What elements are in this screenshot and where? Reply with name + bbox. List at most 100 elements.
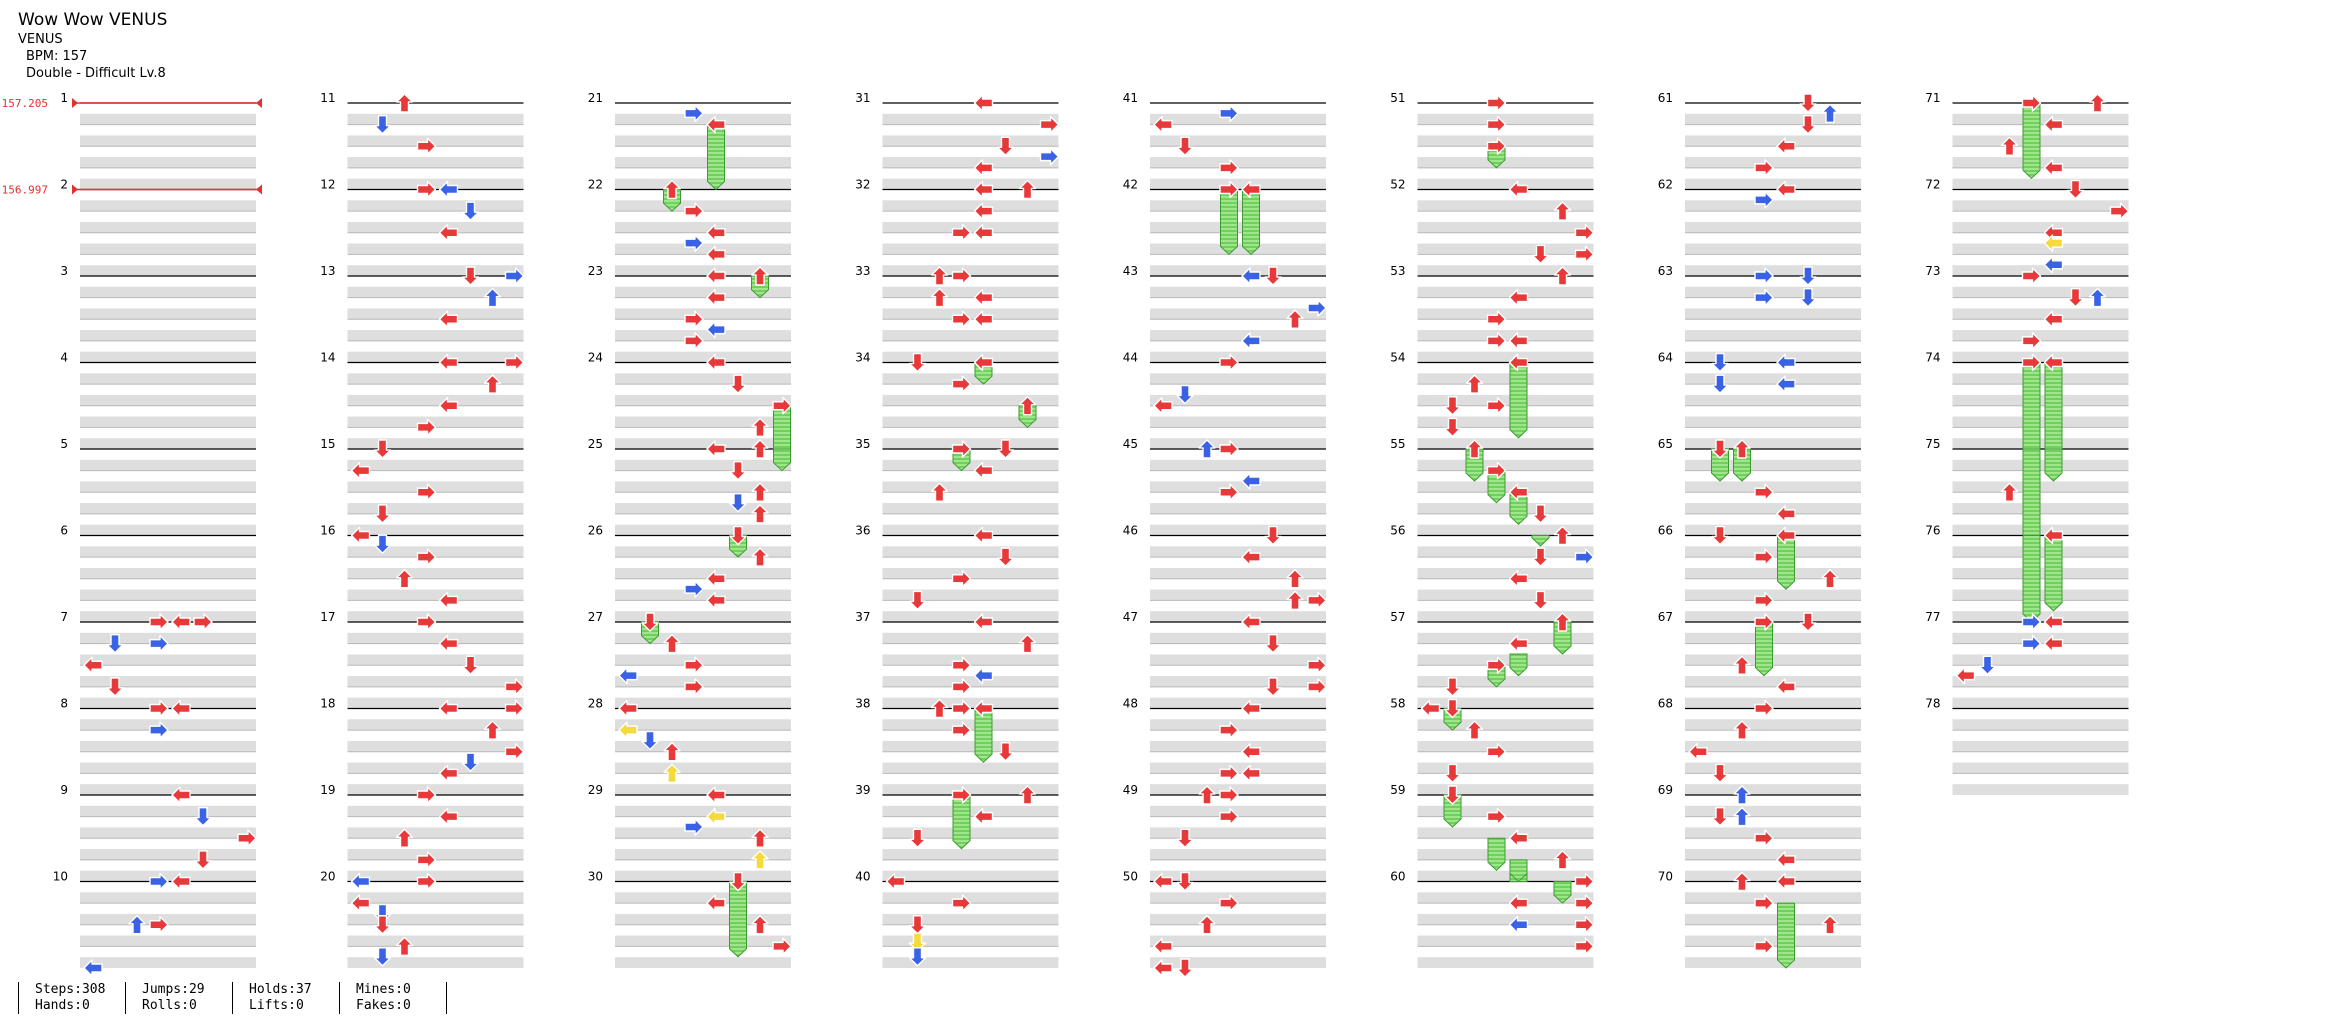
beat-band (1417, 892, 1594, 904)
beat-band (1150, 286, 1326, 298)
beat-band (882, 567, 1059, 579)
arrow-left-icon (973, 807, 994, 826)
measure-number: 11 (320, 91, 335, 105)
arrow-up-icon (930, 482, 949, 502)
arrow-right-icon (2021, 634, 2042, 653)
arrow-left-icon (706, 267, 726, 285)
arrow-right-icon (1219, 353, 1239, 372)
measure-number: 55 (1390, 437, 1405, 451)
arrow-left-icon (1776, 353, 1796, 372)
hold-note (2044, 362, 2063, 482)
beat-band (882, 373, 1059, 385)
measure-29: 29 (588, 783, 791, 882)
beat-band (347, 697, 524, 709)
measure-number: 36 (855, 524, 870, 538)
beat-band (1417, 135, 1594, 147)
song-title: Wow Wow VENUS (18, 10, 168, 30)
arrow-up-icon (128, 915, 146, 935)
steps-count: Steps:308 (35, 982, 106, 997)
beat-band (1417, 438, 1594, 449)
measure-number: 64 (1658, 351, 1673, 365)
measure-number: 54 (1390, 351, 1405, 365)
beat-band (80, 805, 256, 817)
arrow-right-icon (951, 786, 972, 804)
beat-band (882, 351, 1059, 363)
arrow-right-icon (951, 570, 972, 588)
arrow-down-icon (729, 492, 747, 513)
arrow-right-icon (1754, 699, 1774, 718)
arrow-right-icon (1486, 656, 1507, 674)
beat-band (1150, 567, 1326, 579)
arrow-left-icon (1776, 851, 1796, 869)
beat-band (347, 330, 524, 341)
arrow-down-icon (1176, 384, 1194, 405)
beat-band (347, 784, 524, 795)
beat-band (1417, 221, 1594, 233)
beat-band (1417, 654, 1594, 666)
arrow-up-icon (483, 287, 502, 308)
beat-band (1417, 330, 1594, 341)
measure-number: 6 (60, 524, 68, 538)
beat-band (347, 481, 524, 493)
beat-band (882, 394, 1059, 406)
arrow-right-icon (684, 818, 704, 836)
arrow-down-icon (373, 534, 392, 554)
bpm-value: 156.997 (2, 184, 48, 197)
beat-band (615, 935, 791, 947)
measure-15: 15 (320, 437, 524, 536)
beat-band (347, 827, 524, 839)
arrow-left-icon (973, 288, 994, 307)
arrow-up-icon (1286, 569, 1304, 589)
hold-note (1487, 470, 1506, 504)
arrow-right-icon (772, 937, 792, 956)
arrow-left-icon (973, 613, 994, 631)
arrow-down-icon (106, 677, 124, 697)
measure-number: 40 (855, 870, 870, 884)
measure-26: 26 (588, 524, 791, 622)
beat-band (615, 416, 791, 428)
beat-band (1685, 135, 1861, 147)
beat-band (1417, 459, 1594, 471)
arrow-left-icon (2043, 310, 2064, 328)
arrow-left-icon (1776, 137, 1796, 155)
arrow-left-icon (83, 656, 103, 674)
arrow-right-icon (149, 699, 169, 718)
beat-band (347, 654, 524, 666)
arrow-right-icon (951, 678, 972, 696)
beat-band (1685, 351, 1861, 363)
beat-band (80, 913, 256, 925)
measure-4: 4 (60, 351, 256, 449)
beat-band (347, 762, 524, 774)
measure-number: 49 (1123, 783, 1138, 797)
beat-band (1150, 827, 1326, 839)
beat-band (1150, 611, 1326, 622)
beat-band (347, 870, 524, 882)
arrow-right-icon (1219, 483, 1239, 501)
arrow-down-icon (1978, 655, 1997, 675)
measure-16: 16 (320, 524, 524, 622)
arrow-down-icon (729, 374, 747, 394)
beat-band (1150, 351, 1326, 363)
measure-2: 2 (60, 178, 256, 276)
hold-body (1509, 362, 1528, 439)
measure-number: 12 (320, 178, 335, 192)
beat-band (80, 351, 256, 363)
beat-band (882, 654, 1059, 666)
arrow-down-icon (908, 352, 927, 373)
beat-band (1417, 524, 1594, 536)
arrow-right-icon (237, 829, 257, 847)
beat-band (882, 740, 1059, 752)
measure-number: 78 (1925, 697, 1940, 711)
arrow-right-icon (149, 613, 169, 631)
arrow-right-icon (1754, 483, 1774, 501)
arrow-right-icon (951, 440, 972, 458)
hold-body (2044, 535, 2063, 612)
arrow-right-icon (1574, 548, 1595, 566)
measure-9: 9 (60, 783, 256, 882)
measure-number: 19 (320, 783, 335, 797)
arrow-down-icon (1531, 547, 1550, 567)
beat-band (1952, 676, 2129, 687)
measure-number: 35 (855, 437, 870, 451)
beat-band (347, 611, 524, 622)
arrow-right-icon (2021, 613, 2042, 631)
